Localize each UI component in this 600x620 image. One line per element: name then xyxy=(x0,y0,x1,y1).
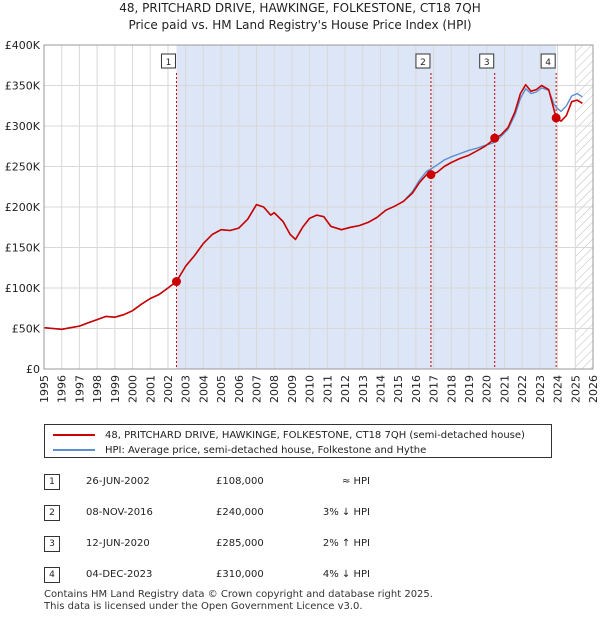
sale-number-badge: 2 xyxy=(44,505,60,521)
x-tick-label: 2009 xyxy=(286,375,299,403)
x-tick-label: 2013 xyxy=(357,375,370,403)
x-tick-label: 2025 xyxy=(569,375,582,403)
sale-point xyxy=(426,170,436,180)
y-tick-label: £100K xyxy=(5,282,41,295)
sale-hpi-comparison: 4% ↓ HPI xyxy=(322,569,370,580)
x-tick-label: 2011 xyxy=(321,375,334,403)
sale-point xyxy=(490,133,500,143)
sale-row: 4 04-DEC-2023 £310,000 4% ↓ HPI xyxy=(44,567,584,585)
x-tick-label: 2010 xyxy=(304,375,317,403)
sale-hpi-comparison: ≈ HPI xyxy=(341,476,370,487)
sale-date: 26-JUN-2002 xyxy=(86,476,150,487)
footer-line-copyright: Contains HM Land Registry data © Crown c… xyxy=(44,589,433,600)
sale-hpi-comparison: 3% ↓ HPI xyxy=(322,507,370,518)
sale-number-box xyxy=(160,53,176,69)
x-tick-label: 2008 xyxy=(268,375,281,403)
x-tick-label: 2017 xyxy=(428,375,441,403)
sale-row: 3 12-JUN-2020 £285,000 2% ↑ HPI xyxy=(44,536,584,554)
x-tick-label: 2019 xyxy=(463,375,476,403)
x-tick-label: 2004 xyxy=(197,375,210,403)
chart-subtitle: Price paid vs. HM Land Registry's House … xyxy=(128,18,472,32)
legend-label-hpi: HPI: Average price, semi-detached house,… xyxy=(105,444,427,456)
legend-item-property: 48, PRITCHARD DRIVE, HAWKINGE, FOLKESTON… xyxy=(53,427,525,443)
x-tick-label: 2023 xyxy=(534,375,547,403)
y-tick-label: £50K xyxy=(12,323,41,336)
x-tick-label: 2026 xyxy=(587,375,600,403)
x-tick-label: 2024 xyxy=(552,375,565,403)
sale-price: £240,000 xyxy=(216,507,264,518)
sale-number-label: 3 xyxy=(484,58,490,68)
y-tick-label: £200K xyxy=(5,201,41,214)
x-tick-label: 2007 xyxy=(251,375,264,403)
y-tick-label: £300K xyxy=(5,120,41,133)
x-tick-label: 2012 xyxy=(339,375,352,403)
x-tick-label: 2003 xyxy=(180,375,193,403)
y-tick-label: £350K xyxy=(5,80,41,93)
plot-frame xyxy=(43,44,594,370)
x-tick-label: 1997 xyxy=(73,375,86,403)
sale-point xyxy=(171,277,181,287)
sale-number-label: 2 xyxy=(420,58,426,68)
x-tick-label: 1995 xyxy=(38,375,51,403)
sale-row: 1 26-JUN-2002 £108,000 ≈ HPI xyxy=(44,474,584,492)
x-tick-label: 2020 xyxy=(481,375,494,403)
x-tick-label: 2005 xyxy=(215,375,228,403)
sale-number-box xyxy=(415,53,431,69)
sale-number-box xyxy=(540,53,556,69)
price-chart: 1 2 3 4 £0 £50K £100K £150K £200K £250K £300K £350… xyxy=(5,39,600,403)
x-tick-label: 1998 xyxy=(91,375,104,403)
sale-price: £310,000 xyxy=(216,569,264,580)
x-tick-label: 2021 xyxy=(498,375,511,403)
sale-row: 2 08-NOV-2016 £240,000 3% ↓ HPI xyxy=(44,505,584,523)
legend-item-hpi: HPI: Average price, semi-detached house,… xyxy=(53,442,426,458)
x-tick-label: 1996 xyxy=(56,375,69,403)
x-tick-label: 2014 xyxy=(374,375,387,403)
legend: 48, PRITCHARD DRIVE, HAWKINGE, FOLKESTON… xyxy=(44,424,552,458)
y-tick-label: £150K xyxy=(5,242,41,255)
x-tick-label: 2018 xyxy=(445,375,458,403)
x-tick-label: 2001 xyxy=(144,375,157,403)
sale-date: 08-NOV-2016 xyxy=(86,507,153,518)
legend-swatch-property xyxy=(53,434,95,436)
sale-number-badge: 4 xyxy=(44,567,60,583)
sale-hpi-comparison: 2% ↑ HPI xyxy=(322,538,370,549)
footer-line-licence: This data is licensed under the Open Gov… xyxy=(44,601,363,612)
sale-number-box xyxy=(479,53,495,69)
sale-number-badge: 1 xyxy=(44,474,60,490)
sale-price: £285,000 xyxy=(216,538,264,549)
sale-date: 12-JUN-2020 xyxy=(86,538,150,549)
chart-title: 48, PRITCHARD DRIVE, HAWKINGE, FOLKESTON… xyxy=(119,1,481,15)
sale-price: £108,000 xyxy=(216,476,264,487)
sale-number-label: 4 xyxy=(545,58,551,68)
legend-label-property: 48, PRITCHARD DRIVE, HAWKINGE, FOLKESTON… xyxy=(105,429,525,441)
sale-point xyxy=(551,113,561,123)
x-tick-label: 2006 xyxy=(233,375,246,403)
x-tick-label: 2000 xyxy=(127,375,140,403)
sale-date: 04-DEC-2023 xyxy=(86,569,153,580)
sale-number-label: 1 xyxy=(166,58,172,68)
footer-credit: Contains HM Land Registry data © Crown c… xyxy=(44,589,433,613)
sale-number-badge: 3 xyxy=(44,536,60,552)
x-tick-label: 2016 xyxy=(410,375,423,403)
property-price-line xyxy=(43,83,583,331)
y-tick-label: £0 xyxy=(26,363,40,376)
y-tick-label: £400K xyxy=(5,39,41,52)
x-tick-label: 1999 xyxy=(109,375,122,403)
x-tick-label: 2002 xyxy=(162,375,175,403)
x-tick-label: 2022 xyxy=(516,375,529,403)
x-tick-label: 2015 xyxy=(392,375,405,403)
y-tick-label: £250K xyxy=(5,161,41,174)
legend-swatch-hpi xyxy=(53,449,95,451)
